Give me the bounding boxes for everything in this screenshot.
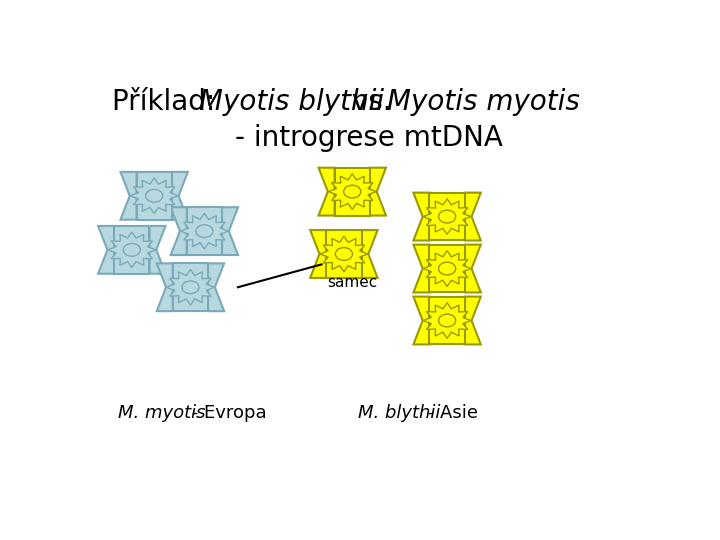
Circle shape	[438, 210, 456, 223]
Text: Myotis myotis: Myotis myotis	[387, 87, 580, 116]
Polygon shape	[172, 172, 188, 220]
Polygon shape	[413, 193, 429, 240]
Text: M. blythii: M. blythii	[358, 404, 440, 422]
Polygon shape	[166, 269, 215, 305]
Polygon shape	[114, 226, 150, 274]
Polygon shape	[465, 245, 481, 293]
Polygon shape	[413, 245, 429, 293]
Polygon shape	[137, 172, 172, 220]
Polygon shape	[181, 213, 228, 249]
Polygon shape	[130, 178, 178, 214]
Polygon shape	[320, 236, 368, 272]
Circle shape	[123, 244, 140, 256]
Polygon shape	[108, 232, 156, 268]
Text: Myotis blythii: Myotis blythii	[199, 87, 384, 116]
Polygon shape	[186, 207, 222, 255]
Polygon shape	[120, 172, 137, 220]
Text: Příklad:: Příklad:	[112, 87, 225, 116]
Text: - introgrese mtDNA: - introgrese mtDNA	[235, 124, 503, 152]
Circle shape	[145, 190, 163, 202]
Polygon shape	[370, 168, 386, 215]
Polygon shape	[171, 207, 186, 255]
Polygon shape	[310, 230, 326, 278]
Polygon shape	[429, 296, 465, 345]
Text: vs.: vs.	[343, 87, 400, 116]
Text: M. myotis: M. myotis	[118, 404, 205, 422]
Polygon shape	[429, 193, 465, 240]
Polygon shape	[423, 251, 471, 286]
Circle shape	[438, 314, 456, 327]
Polygon shape	[413, 296, 429, 345]
Text: samec: samec	[327, 275, 377, 290]
Polygon shape	[318, 168, 335, 215]
Polygon shape	[157, 264, 173, 311]
Polygon shape	[429, 245, 465, 293]
Polygon shape	[423, 199, 471, 234]
Circle shape	[336, 248, 353, 260]
Polygon shape	[361, 230, 377, 278]
Polygon shape	[335, 168, 370, 215]
Polygon shape	[328, 174, 377, 210]
Circle shape	[438, 262, 456, 275]
Text: - Evropa: - Evropa	[186, 404, 266, 422]
Polygon shape	[98, 226, 114, 274]
Polygon shape	[465, 296, 481, 345]
Polygon shape	[150, 226, 166, 274]
Polygon shape	[423, 302, 471, 339]
Circle shape	[343, 185, 361, 198]
Polygon shape	[173, 264, 208, 311]
Circle shape	[182, 281, 199, 294]
Text: - Asie: - Asie	[422, 404, 477, 422]
Polygon shape	[222, 207, 238, 255]
Polygon shape	[208, 264, 224, 311]
Circle shape	[196, 225, 213, 238]
Polygon shape	[465, 193, 481, 240]
Polygon shape	[326, 230, 361, 278]
